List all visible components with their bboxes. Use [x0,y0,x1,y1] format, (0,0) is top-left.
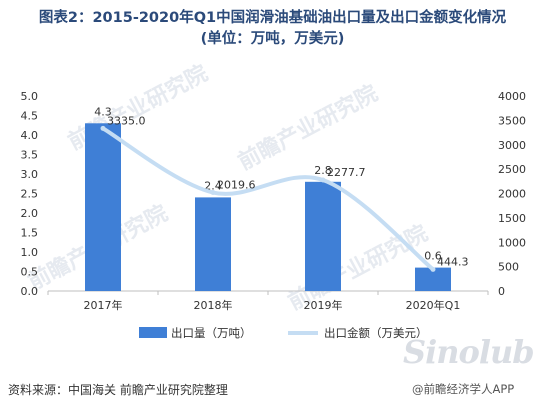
line-data-label: 3335.0 [107,114,146,127]
brand-credit: @前瞻经济学人APP [412,382,515,396]
x-tick-label: 2019年 [304,298,343,312]
legend-label-bar: 出口量（万吨） [171,326,252,340]
x-tick-label: 2020年Q1 [406,298,461,312]
y-left-tick-label: 2.0 [21,207,39,220]
x-tick-label: 2017年 [84,298,123,312]
line-data-label: 2277.7 [327,166,366,179]
bar-data-label: 2.4 [204,179,222,192]
y-left-tick-label: 2.5 [21,188,39,201]
y-left-tick-label: 0.5 [21,266,39,279]
line-point [100,125,106,131]
bar-export-volume [305,181,341,291]
bar-export-volume [415,267,451,291]
legend-label-line: 出口金额（万美元） [324,326,428,340]
y-right-tick-label: 3500 [498,114,526,127]
bar-data-label: 4.3 [94,105,112,118]
y-left-tick-label: 4.5 [21,110,39,123]
y-right-tick-label: 2500 [498,163,526,176]
bar-data-label: 0.6 [424,250,442,263]
y-left-tick-label: 4.0 [21,129,39,142]
line-data-label: 444.3 [437,255,469,268]
legend-swatch-bar [139,327,167,338]
y-right-tick-label: 2000 [498,188,526,201]
y-right-tick-label: 1500 [498,212,526,225]
x-tick-label: 2018年 [194,298,233,312]
y-left-tick-label: 1.0 [21,246,39,259]
y-left-tick-label: 0.0 [21,285,39,298]
line-point [320,177,326,183]
line-point [210,190,216,196]
line-point [430,266,436,272]
bar-data-label: 2.8 [314,164,332,177]
y-left-tick-label: 1.5 [21,227,39,240]
line-export-value [101,126,435,272]
bar-export-volume [195,197,231,291]
y-right-tick-label: 4000 [498,90,526,103]
y-right-tick-label: 3000 [498,139,526,152]
sinolub-logo: Sinolub [403,333,535,371]
y-left-tick-label: 5.0 [21,90,39,103]
chart-subtitle: (单位：万吨，万美元) [200,31,345,47]
line-data-label: 2019.6 [217,179,256,192]
y-right-tick-label: 1000 [498,236,526,249]
y-left-tick-label: 3.0 [21,168,39,181]
bar-export-volume [85,123,121,291]
y-right-tick-label: 0 [498,285,505,298]
y-left-tick-label: 3.5 [21,149,39,162]
y-right-tick-label: 500 [498,261,519,274]
source-note: 资料来源：中国海关 前瞻产业研究院整理 [8,383,228,397]
chart-title: 图表2：2015-2020年Q1中国润滑油基础油出口量及出口金额变化情况 [38,10,507,26]
